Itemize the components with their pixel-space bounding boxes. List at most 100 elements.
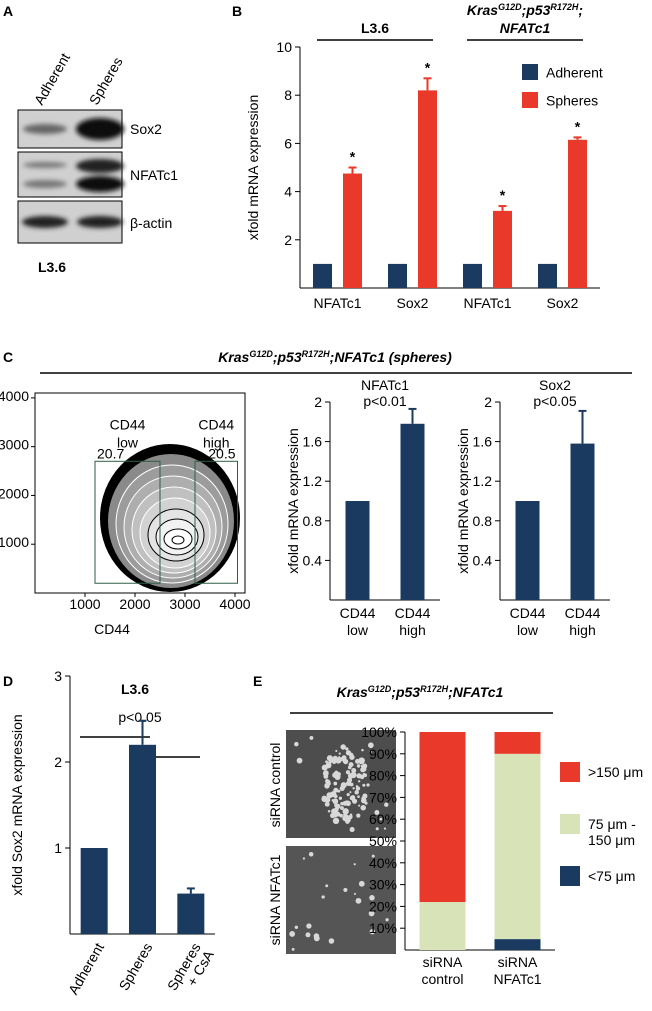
speck xyxy=(369,929,376,935)
x-tick-label: low xyxy=(347,622,369,638)
y-tick-label: 100% xyxy=(361,724,397,740)
y-tick-label: 20% xyxy=(369,898,397,914)
x-tick-label: high xyxy=(399,622,425,638)
significance: * xyxy=(350,149,356,165)
speck xyxy=(344,816,351,823)
y-tick-label: 3 xyxy=(54,668,62,684)
speck xyxy=(340,744,346,750)
y-tick-label: 2 xyxy=(314,394,322,410)
group-label: KrasG12D;p53R172H; xyxy=(467,2,583,18)
gate-label: low xyxy=(117,434,139,450)
legend-label: 75 μm - xyxy=(588,816,636,832)
bar xyxy=(343,173,362,288)
text-run: ;p53 xyxy=(273,349,302,365)
speck xyxy=(308,852,314,857)
x-tick-label: Sox2 xyxy=(547,295,579,311)
y-tick-label: 2 xyxy=(284,232,292,248)
y-tick-label: 4 xyxy=(284,184,292,200)
text-run: ;NFATc1 xyxy=(448,684,503,700)
speck xyxy=(349,782,354,787)
speck xyxy=(352,798,358,804)
speck xyxy=(361,748,364,752)
speck xyxy=(305,932,311,938)
gate-percent: 20.7 xyxy=(97,445,124,461)
speck xyxy=(329,793,333,797)
gate-percent: 20.5 xyxy=(208,445,235,461)
speck xyxy=(340,801,344,806)
speck xyxy=(349,815,353,819)
bar-segment xyxy=(494,753,541,940)
band-label: β-actin xyxy=(130,215,172,231)
speck xyxy=(355,897,362,904)
y-axis-label: xfold Sox2 mRNA expression xyxy=(9,714,25,895)
y-tick-label: 10% xyxy=(369,920,397,936)
speck xyxy=(334,803,339,808)
speck xyxy=(289,930,296,937)
speck xyxy=(332,755,338,761)
chart-title: p<0.01 xyxy=(363,393,406,409)
legend-swatch xyxy=(522,92,538,108)
text-run: Kras xyxy=(467,2,498,18)
speck xyxy=(324,783,330,789)
bar-segment xyxy=(494,732,541,754)
speck xyxy=(356,764,361,768)
bar xyxy=(515,501,540,600)
speck xyxy=(340,757,343,760)
significance: * xyxy=(500,187,506,203)
blot-bands xyxy=(22,118,124,228)
speck xyxy=(332,817,340,825)
panel-label: C xyxy=(3,349,13,365)
bar xyxy=(418,90,437,288)
x-tick-label: siRNA xyxy=(423,954,463,970)
x-tick-label: 3000 xyxy=(169,596,200,612)
speck xyxy=(358,757,365,765)
speck xyxy=(333,787,339,793)
speck xyxy=(369,750,372,753)
speck xyxy=(342,808,349,815)
y-tick-label: 2000 xyxy=(0,485,29,501)
speck xyxy=(294,741,299,747)
speck xyxy=(348,762,354,768)
speck xyxy=(355,786,361,791)
speck xyxy=(368,910,375,917)
speck xyxy=(350,795,356,800)
speck xyxy=(324,801,330,807)
panel-label: B xyxy=(232,3,242,19)
gate-label: CD44 xyxy=(110,416,146,432)
y-tick-label: 0.8 xyxy=(303,513,323,529)
chart-title: p<0.05 xyxy=(533,393,576,409)
speck xyxy=(340,806,344,810)
x-tick-label: 2000 xyxy=(119,596,150,612)
speck xyxy=(368,742,374,749)
x-axis-label: CD44 xyxy=(94,621,130,637)
speck xyxy=(294,925,299,929)
plot-frame xyxy=(34,392,246,594)
speck xyxy=(345,750,352,756)
speck xyxy=(291,947,295,951)
y-tick-label: 40% xyxy=(369,855,397,871)
bar xyxy=(313,263,332,288)
speck xyxy=(384,802,389,807)
speck xyxy=(374,810,380,815)
panel-title: KrasG12D;p53R172H;NFATc1 xyxy=(337,684,504,700)
speck xyxy=(375,827,379,831)
legend-label: Spheres xyxy=(546,93,598,109)
speck xyxy=(356,813,361,818)
y-tick-label: 10 xyxy=(276,39,292,55)
speck xyxy=(344,783,348,786)
speck xyxy=(327,810,331,813)
gate-label: CD44 xyxy=(198,416,234,432)
speck xyxy=(330,813,336,819)
y-tick-label: 1000 xyxy=(0,534,29,550)
speck xyxy=(338,756,341,759)
speck xyxy=(342,801,348,806)
significance: * xyxy=(575,118,581,134)
speck xyxy=(309,735,314,740)
y-tick-label: 1.2 xyxy=(473,473,493,489)
speck xyxy=(352,787,355,790)
speck xyxy=(325,760,328,764)
bar-segment xyxy=(419,902,466,950)
speck xyxy=(362,783,366,787)
y-tick-label: 1.6 xyxy=(303,434,323,450)
